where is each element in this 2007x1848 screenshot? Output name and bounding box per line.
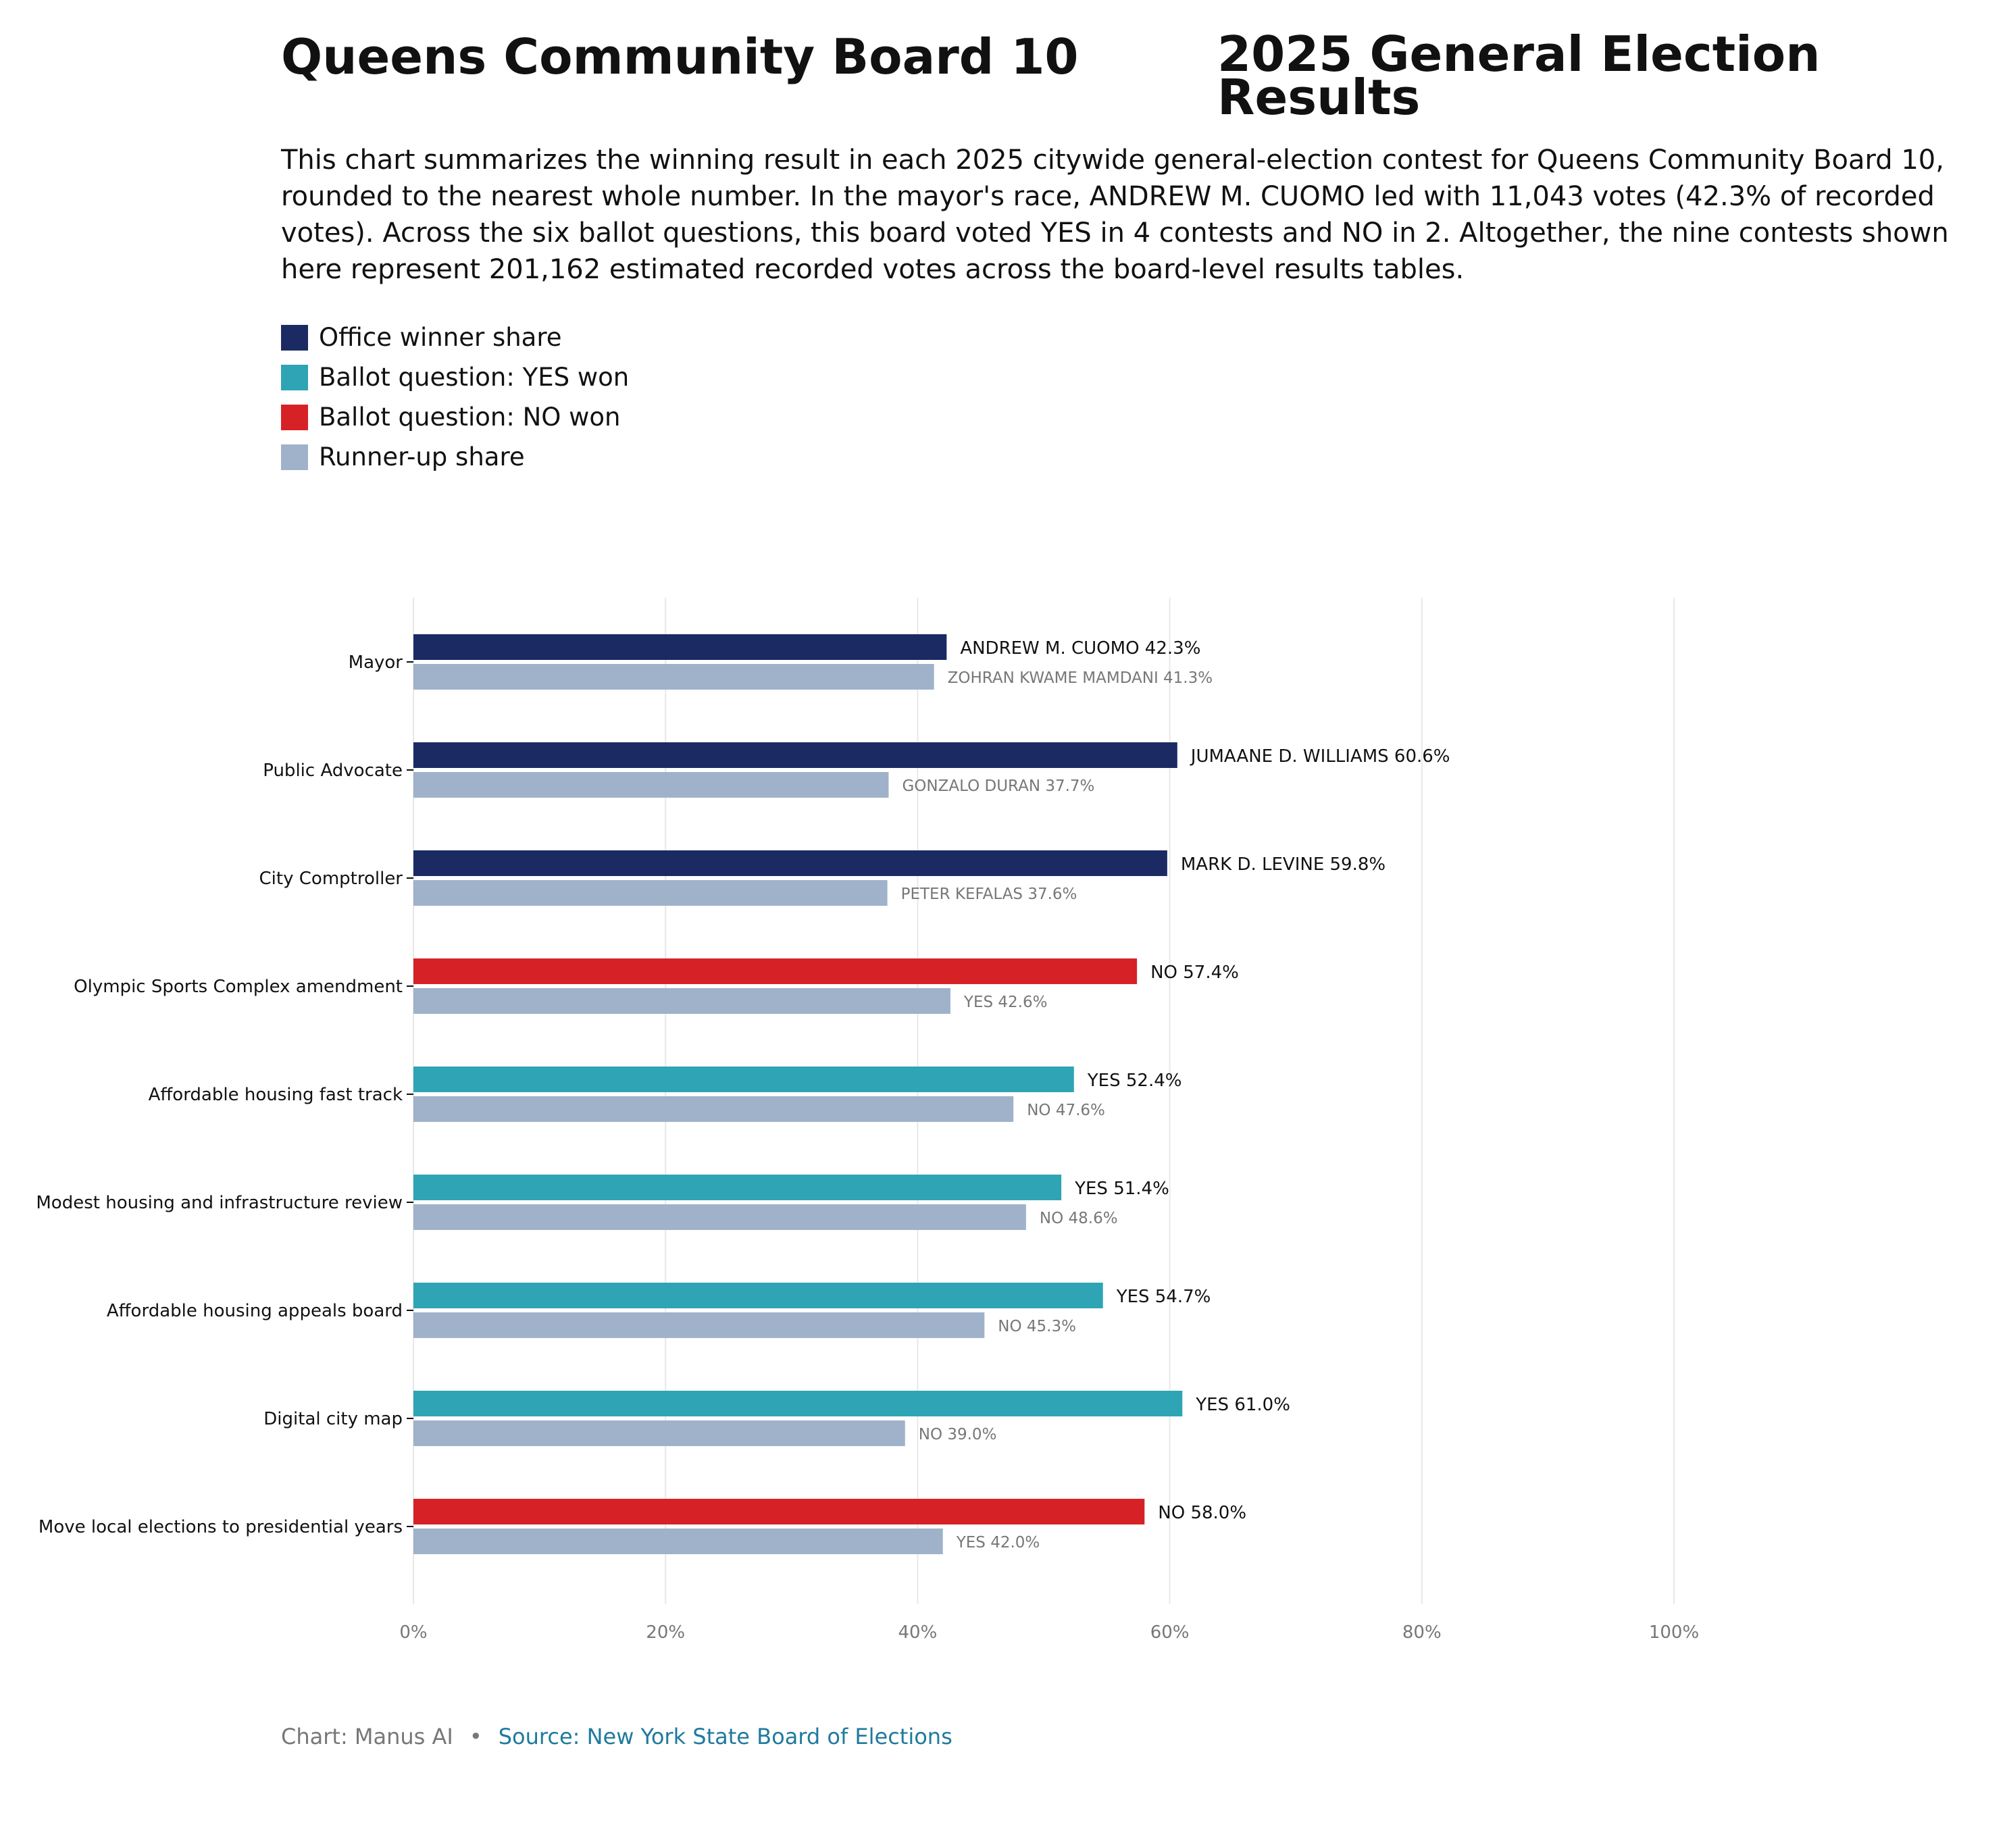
winner-bar [413,1499,1145,1524]
y-tick-label: Affordable housing fast track [149,1085,403,1105]
x-tick-label: 20% [646,1622,685,1643]
runner-up-data-label: PETER KEFALAS 37.6% [901,886,1077,903]
runner-up-bar [413,1529,943,1554]
winner-bar [413,1283,1103,1308]
runner-up-bar [413,1096,1014,1122]
y-tick-label: Mayor [349,652,403,673]
bar-chart: 0% 20% 40% 60% 80% 100% Mayor ANDREW M. CUOMO 4… [36,598,1699,1643]
legend-item-office-winner: Office winner share [281,317,629,357]
runner-up-bar [413,1420,905,1446]
runner-up-bar [413,880,888,906]
winner-bar [413,1391,1183,1416]
winner-data-label: YES 52.4% [1087,1071,1182,1091]
footer-separator: • [469,1724,482,1749]
footer-credit: Chart: Manus AI [281,1724,453,1749]
y-tick-label: Digital city map [263,1409,403,1429]
legend: Office winner share Ballot question: YES… [281,317,629,477]
legend-swatch-office-winner [281,324,308,351]
winner-data-label: YES 61.0% [1195,1395,1290,1415]
legend-label: Office winner share [319,323,562,352]
runner-up-data-label: ZOHRAN KWAME MAMDANI 41.3% [948,669,1213,687]
runner-up-bar [413,664,934,690]
winner-data-label: NO 57.4% [1150,962,1239,983]
source-link[interactable]: Source: New York State Board of Election… [498,1724,952,1749]
x-tick-label: 0% [399,1622,427,1643]
legend-label: Ballot question: NO won [319,403,621,432]
y-tick-label: Modest housing and infrastructure review [36,1193,403,1213]
runner-up-bar [413,988,950,1014]
legend-label: Runner-up share [319,442,525,471]
runner-up-bar [413,1204,1026,1230]
legend-item-no-won: Ballot question: NO won [281,397,629,437]
winner-data-label: YES 54.7% [1116,1287,1211,1307]
runner-up-data-label: YES 42.6% [963,994,1048,1011]
legend-swatch-no-won [281,404,308,430]
winner-data-label: YES 51.4% [1074,1179,1169,1199]
x-tick-label: 100% [1649,1622,1699,1643]
runner-up-data-label: NO 45.3% [998,1318,1076,1335]
runner-up-data-label: GONZALO DURAN 37.7% [902,777,1094,795]
y-tick-label: Olympic Sports Complex amendment [74,977,403,997]
winner-bar [413,742,1177,768]
runner-up-data-label: NO 39.0% [919,1426,997,1443]
chart-title-left: Queens Community Board 10 [281,28,1079,85]
winner-bar [413,850,1167,876]
x-tick-label: 60% [1150,1622,1190,1643]
winner-bar [413,1067,1074,1092]
runner-up-data-label: NO 47.6% [1027,1102,1105,1119]
winner-bar [413,958,1138,984]
legend-item-runner-up: Runner-up share [281,437,629,477]
chart-title-right: 2025 General Election Results [1217,26,1821,126]
winner-data-label: MARK D. LEVINE 59.8% [1181,854,1386,875]
legend-item-yes-won: Ballot question: YES won [281,357,629,397]
runner-up-bar [413,772,889,798]
winner-bar [413,634,947,660]
legend-swatch-yes-won [281,364,308,390]
y-tick-label: City Comptroller [259,869,403,889]
runner-up-data-label: YES 42.0% [956,1534,1040,1551]
legend-swatch-runner-up [281,444,308,470]
x-tick-label: 40% [898,1622,938,1643]
chart-footer: Chart: Manus AI • Source: New York State B… [281,1724,952,1749]
chart-subtitle: This chart summarizes the winning result… [281,145,1949,285]
winner-data-label: JUMAANE D. WILLIAMS 60.6% [1190,746,1450,767]
y-tick-label: Move local elections to presidential yea… [39,1517,403,1537]
legend-label: Ballot question: YES won [319,363,630,392]
x-tick-label: 80% [1402,1622,1442,1643]
winner-bar [413,1175,1062,1200]
runner-up-bar [413,1312,985,1338]
winner-data-label: NO 58.0% [1158,1503,1246,1523]
winner-data-label: ANDREW M. CUOMO 42.3% [960,638,1200,659]
y-tick-label: Public Advocate [263,761,403,781]
runner-up-data-label: NO 48.6% [1040,1210,1118,1227]
y-tick-label: Affordable housing appeals board [107,1301,403,1321]
